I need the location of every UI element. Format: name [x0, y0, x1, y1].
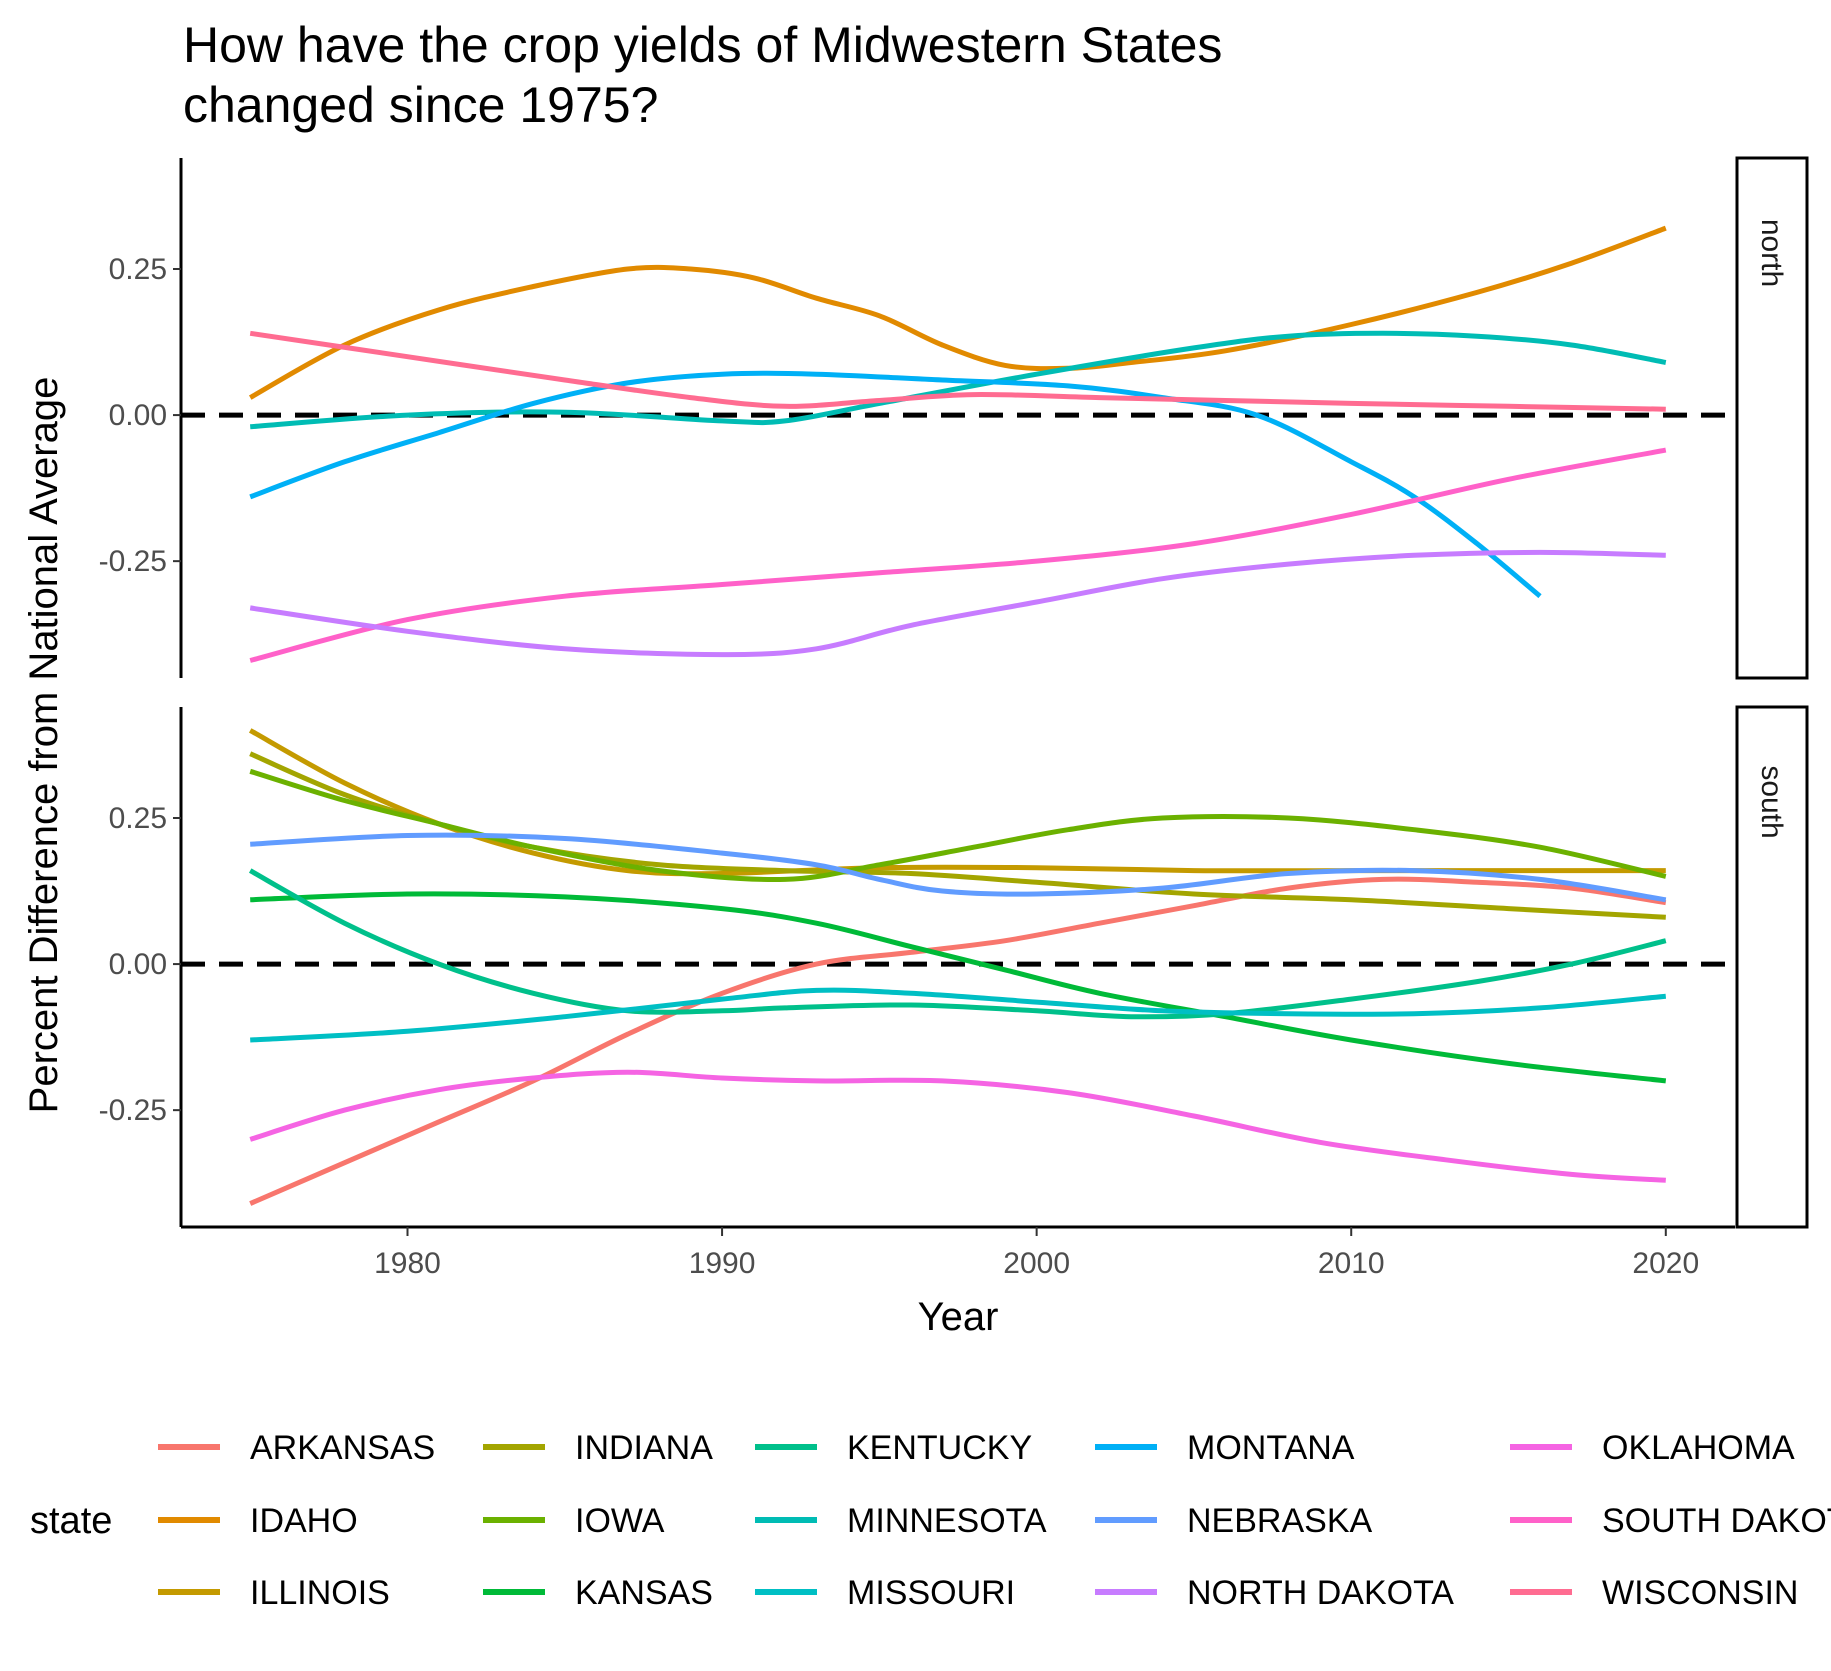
facet-panel-north: -0.25 0.00 0.25 north — [99, 156, 1809, 680]
facet-panels: -0.25 0.00 0.25 north -0.25 0.00 0.25 south 1980… — [99, 156, 1809, 1280]
legend-label: MINNESOTA — [847, 1502, 1047, 1540]
x-tick-label: 2020 — [1632, 1247, 1699, 1280]
y-tick-label: 0.25 — [109, 802, 167, 835]
legend-label: WISCONSIN — [1602, 1574, 1798, 1612]
legend-label: KENTUCKY — [847, 1429, 1032, 1467]
series-line-north-dakota — [249, 549, 1666, 658]
y-axis-title: Percent Difference from National Average — [22, 377, 66, 1114]
y-tick-label: -0.25 — [99, 1094, 167, 1127]
series-line-south-dakota — [249, 447, 1667, 663]
x-tick-label: 1990 — [689, 1247, 756, 1280]
facet-strip-north — [1735, 156, 1809, 680]
series-line-missouri — [250, 987, 1667, 1043]
chart-title-line-2: changed since 1975? — [183, 77, 658, 133]
x-tick-label: 2010 — [1318, 1247, 1385, 1280]
facet-strip-south — [1735, 705, 1809, 1229]
legend-label: IDAHO — [250, 1502, 358, 1540]
series-line-arkansas — [249, 876, 1667, 1206]
facet-panel-south: -0.25 0.00 0.25 south — [99, 705, 1809, 1229]
series-line-montana — [249, 370, 1542, 599]
series-line-iowa — [249, 768, 1667, 883]
legend: state ARKANSAS IDAHO ILLINOIS INDIANA IOWA KAN… — [30, 1429, 1831, 1612]
legend-label: ARKANSAS — [250, 1429, 435, 1467]
y-tick-label: 0.00 — [109, 399, 167, 432]
x-tick-label: 1980 — [374, 1247, 441, 1280]
legend-label: MISSOURI — [847, 1574, 1015, 1612]
legend-label: ILLINOIS — [250, 1574, 390, 1612]
legend-label: OKLAHOMA — [1602, 1429, 1795, 1467]
legend-label: NORTH DAKOTA — [1187, 1574, 1454, 1612]
series-line-nebraska — [250, 832, 1667, 903]
legend-title: state — [30, 1500, 112, 1542]
series-line-kansas — [250, 891, 1667, 1084]
legend-label: NEBRASKA — [1187, 1502, 1372, 1540]
x-tick-label: 2000 — [1003, 1247, 1070, 1280]
series-line-idaho — [248, 225, 1667, 400]
chart-title-line-1: How have the crop yields of Midwestern S… — [183, 17, 1222, 73]
series-line-oklahoma — [249, 1069, 1666, 1183]
facet-strip-label: south — [1755, 765, 1788, 838]
y-tick-label: -0.25 — [99, 545, 167, 578]
y-tick-label: 0.25 — [109, 253, 167, 286]
x-axis-title: Year — [918, 1295, 999, 1339]
legend-label: SOUTH DAKOTA — [1602, 1502, 1831, 1540]
series-line-wisconsin — [249, 330, 1666, 412]
legend-label: IOWA — [575, 1502, 665, 1540]
series-line-kentucky — [248, 868, 1667, 1020]
facet-strip-label: north — [1755, 219, 1788, 287]
y-tick-label: 0.00 — [109, 948, 167, 981]
legend-label: MONTANA — [1187, 1429, 1355, 1467]
legend-label: INDIANA — [575, 1429, 713, 1467]
legend-label: KANSAS — [575, 1574, 713, 1612]
